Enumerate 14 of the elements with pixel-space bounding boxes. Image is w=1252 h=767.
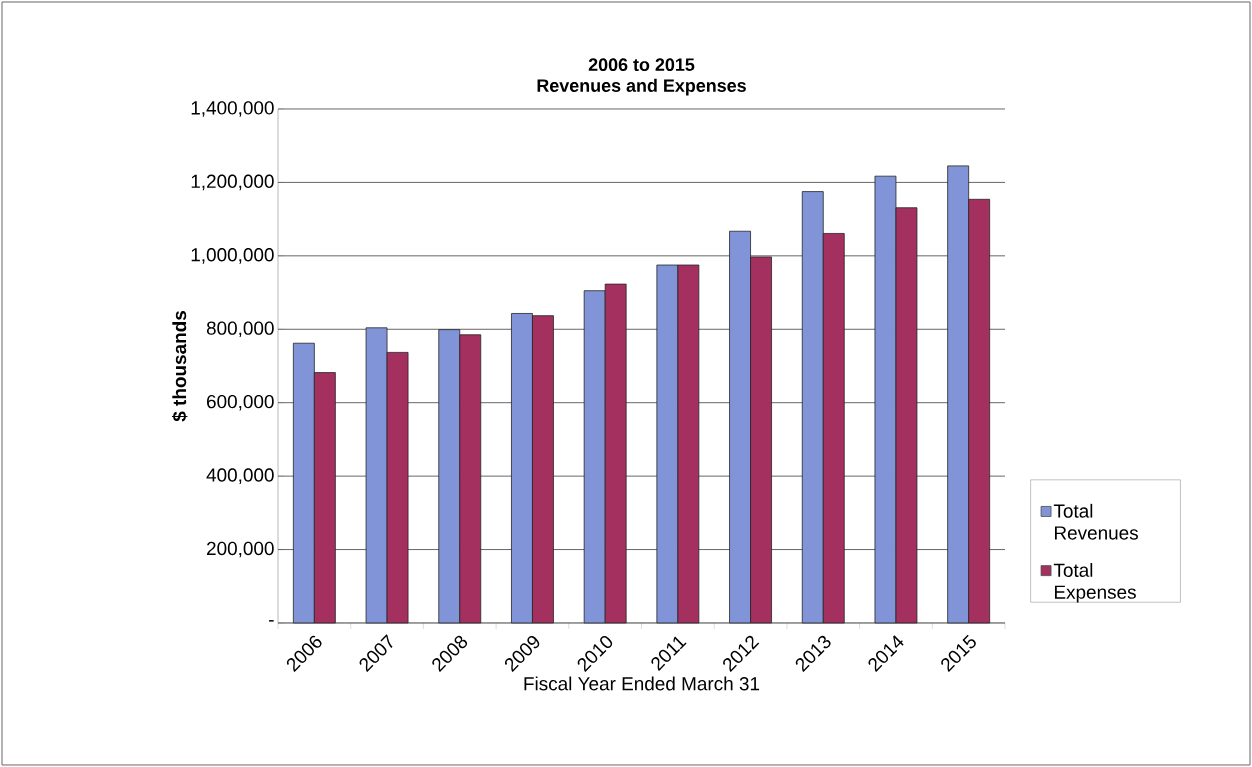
y-tick-label: 1,400,000 xyxy=(191,101,274,117)
y-tick-label: 200,000 xyxy=(207,541,274,558)
y-axis-title: $ thousands xyxy=(171,311,188,422)
chart-title: 2006 to 2015 xyxy=(588,58,695,72)
chart-subtitle: Revenues and Expenses xyxy=(537,78,746,96)
y-tick-label: - xyxy=(269,620,274,622)
y-tick-label: 400,000 xyxy=(206,468,274,484)
legend-label: Total Expenses xyxy=(1053,563,1136,603)
y-tick-label: 1,200,000 xyxy=(191,174,274,191)
x-axis-title: Fiscal Year Ended March 31 xyxy=(524,676,760,691)
y-tick-label: 1,000,000 xyxy=(191,248,274,264)
y-tick-label: 600,000 xyxy=(207,394,274,411)
y-tick-label: 800,000 xyxy=(206,321,274,338)
legend-label: Total Revenues xyxy=(1053,503,1138,540)
